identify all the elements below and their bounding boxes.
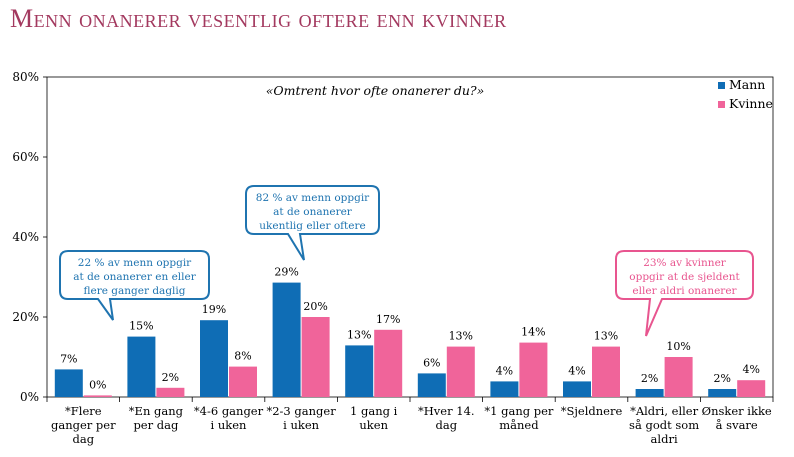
chart-title: Menn onanerer vesentlig oftere enn kvinn… xyxy=(10,4,507,33)
bar-mann xyxy=(563,381,591,397)
data-label-mann: 15% xyxy=(129,320,153,333)
callout-text: flere ganger daglig xyxy=(84,285,186,297)
bar-kvinne xyxy=(156,387,185,397)
legend-label-kvinne: Kvinne xyxy=(729,96,773,111)
category-label: *Aldri, eller xyxy=(630,404,699,418)
bar-kvinne xyxy=(737,380,766,397)
data-label-kvinne: 2% xyxy=(162,371,179,384)
callout-weekly: 82 % av menn oppgir at de onanerer ukentli… xyxy=(245,185,380,261)
category-label: så godt som xyxy=(629,418,699,432)
category-label: *Hver 14. xyxy=(418,404,475,418)
category-label: i uken xyxy=(211,418,248,432)
data-label-kvinne: 13% xyxy=(594,330,618,343)
callout-text: eller aldri onanerer xyxy=(632,285,737,297)
bar-kvinne xyxy=(664,357,693,397)
bar-kvinne xyxy=(374,329,403,397)
category-label: *Sjeldnere xyxy=(561,404,623,418)
category-label: *1 gang per xyxy=(484,404,554,418)
bar-mann xyxy=(490,381,519,397)
data-label-kvinne: 14% xyxy=(521,326,545,339)
callout-text: ukentlig eller oftere xyxy=(259,220,365,232)
bar-mann xyxy=(54,369,83,397)
y-tick-label: 60% xyxy=(12,150,39,164)
chart-subtitle: «Omtrent hvor ofte onanerer du?» xyxy=(266,83,485,98)
data-label-kvinne: 10% xyxy=(666,340,690,353)
data-label-kvinne: 4% xyxy=(742,363,759,376)
category-label: å svare xyxy=(716,418,758,432)
category-label: uken xyxy=(359,418,388,432)
bar-kvinne xyxy=(83,395,112,397)
callout-bubble xyxy=(615,250,754,337)
data-label-kvinne: 8% xyxy=(234,350,251,363)
category-label: ganger per xyxy=(51,418,116,432)
callout-bubble xyxy=(245,185,380,261)
bar-mann xyxy=(417,373,446,397)
callout-bubble xyxy=(59,250,210,321)
callout-women: 23% av kvinner oppgir at de sjeldent eller… xyxy=(615,250,754,337)
category-label: 1 gang i xyxy=(350,404,398,418)
category-label: *En gang xyxy=(129,404,184,418)
data-label-kvinne: 20% xyxy=(303,300,327,313)
y-tick-label: 80% xyxy=(12,70,39,84)
category-label: aldri xyxy=(651,432,678,446)
bar-mann xyxy=(127,336,156,397)
data-label-mann: 4% xyxy=(568,364,585,377)
category-label: dag xyxy=(73,432,95,446)
bar-kvinne xyxy=(592,346,620,397)
callout-text: 22 % av menn oppgir xyxy=(78,257,192,269)
data-label-kvinne: 17% xyxy=(376,313,400,326)
y-tick-label: 40% xyxy=(12,230,39,244)
callout-text: 23% av kvinner xyxy=(643,257,727,269)
legend-swatch-kvinne xyxy=(718,101,725,108)
data-label-mann: 4% xyxy=(496,364,513,377)
category-label: *4-6 ganger xyxy=(194,404,264,418)
y-tick-label: 0% xyxy=(20,390,39,404)
category-label: Ønsker ikke xyxy=(702,404,772,418)
callout-text: at de onanerer xyxy=(273,206,353,218)
bar-kvinne xyxy=(229,366,257,397)
data-label-mann: 7% xyxy=(60,352,77,365)
callout-text: oppgir at de sjeldent xyxy=(629,271,740,283)
callout-daily: 22 % av menn oppgir at de onanerer en ell… xyxy=(59,250,210,321)
plot-frame xyxy=(46,76,774,398)
legend-label-mann: Mann xyxy=(729,77,765,92)
bar-kvinne xyxy=(519,342,548,397)
bar-kvinne xyxy=(301,317,330,397)
data-label-kvinne: 0% xyxy=(89,378,106,391)
data-label-mann: 2% xyxy=(641,372,658,385)
category-label: *Flere xyxy=(65,404,102,418)
data-label-mann: 6% xyxy=(423,356,440,369)
data-label-mann: 13% xyxy=(347,328,371,341)
data-label-mann: 19% xyxy=(202,303,226,316)
callout-text: at de onanerer en eller xyxy=(73,271,196,283)
data-label-kvinne: 13% xyxy=(449,330,473,343)
category-label: måned xyxy=(499,418,539,432)
category-label: i uken xyxy=(283,418,320,432)
bar-kvinne xyxy=(446,346,475,397)
bar-mann xyxy=(345,345,374,397)
bar-mann xyxy=(272,282,301,397)
legend-swatch-mann xyxy=(718,82,725,89)
bar-mann xyxy=(708,389,737,397)
bar-mann xyxy=(200,320,228,397)
data-label-mann: 29% xyxy=(274,266,298,279)
category-label: *2-3 ganger xyxy=(266,404,336,418)
category-label: per dag xyxy=(133,418,179,432)
callout-text: 82 % av menn oppgir xyxy=(256,192,370,204)
data-label-mann: 2% xyxy=(713,372,730,385)
category-label: dag xyxy=(436,418,458,432)
y-tick-label: 20% xyxy=(12,310,39,324)
bar-mann xyxy=(635,389,664,397)
